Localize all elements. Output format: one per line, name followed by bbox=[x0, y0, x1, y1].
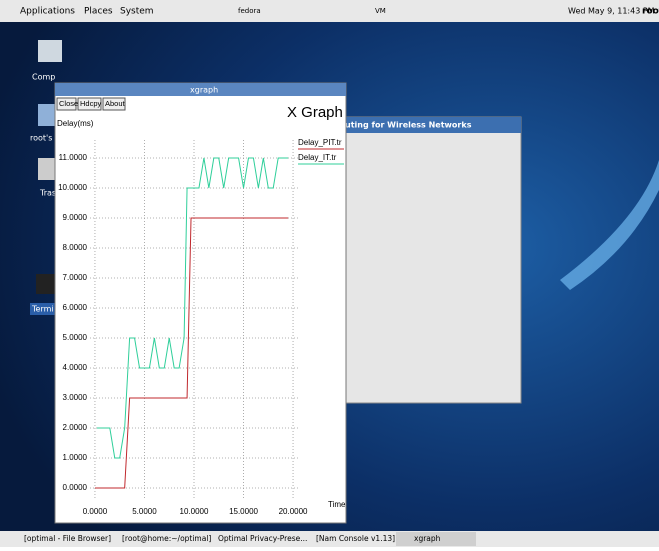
x-tick-label: 20.0000 bbox=[279, 507, 308, 516]
page: Applications Places System fedora VM Wed… bbox=[0, 0, 659, 547]
task[interactable]: [optimal - File Browser] bbox=[24, 534, 111, 543]
y-tick-label: 1.0000 bbox=[63, 453, 88, 462]
y-tick-label: 11.0000 bbox=[59, 153, 88, 162]
y-tick-label: 4.0000 bbox=[63, 363, 88, 372]
y-tick-label: 6.0000 bbox=[63, 303, 88, 312]
icon[interactable] bbox=[38, 40, 62, 62]
y-tick-label: 9.0000 bbox=[63, 213, 88, 222]
button-label[interactable]: About bbox=[105, 99, 126, 108]
icon-label[interactable]: Tras bbox=[39, 189, 56, 198]
y-tick-label: 10.0000 bbox=[58, 183, 87, 192]
button-label[interactable]: Hdcpy bbox=[80, 99, 102, 108]
task[interactable]: xgraph bbox=[414, 534, 441, 543]
legend-label: Delay_PIT.tr bbox=[298, 138, 342, 147]
window-title: xgraph bbox=[190, 86, 218, 95]
menu[interactable]: Applications bbox=[20, 7, 75, 17]
user: root bbox=[642, 7, 659, 17]
task[interactable]: [root@home:~/optimal] bbox=[122, 534, 211, 543]
vm[interactable]: VM bbox=[375, 7, 386, 15]
task[interactable]: [Nam Console v1.13] bbox=[316, 534, 395, 543]
x-tick-label: 5.0000 bbox=[132, 507, 157, 516]
x-tick-label: 15.0000 bbox=[229, 507, 258, 516]
task[interactable]: Optimal Privacy-Prese... bbox=[218, 534, 307, 543]
menu[interactable]: System bbox=[120, 7, 154, 17]
y-axis-label: Delay(ms) bbox=[57, 119, 94, 128]
y-tick-label: 8.0000 bbox=[63, 243, 88, 252]
screen: Applications Places System fedora VM Wed… bbox=[0, 0, 659, 547]
y-tick-label: 0.0000 bbox=[63, 483, 88, 492]
launcher[interactable]: fedora bbox=[238, 7, 261, 15]
icon-label[interactable]: Termi bbox=[31, 305, 54, 314]
menu[interactable]: Places bbox=[84, 7, 113, 17]
legend-label: Delay_IT.tr bbox=[298, 153, 337, 162]
icon-label[interactable]: Comp bbox=[32, 73, 55, 82]
x-tick-label: 10.0000 bbox=[180, 507, 209, 516]
button-label[interactable]: Close bbox=[59, 99, 78, 108]
x-tick-label: 0.0000 bbox=[83, 507, 108, 516]
icon[interactable] bbox=[38, 158, 56, 180]
y-tick-label: 5.0000 bbox=[63, 333, 88, 342]
x-axis-label: Time bbox=[328, 500, 346, 509]
chart-title: X Graph bbox=[287, 104, 343, 121]
y-tick-label: 7.0000 bbox=[63, 273, 88, 282]
window-title: uting for Wireless Networks bbox=[345, 121, 472, 130]
y-tick-label: 2.0000 bbox=[63, 423, 88, 432]
y-tick-label: 3.0000 bbox=[63, 393, 88, 402]
